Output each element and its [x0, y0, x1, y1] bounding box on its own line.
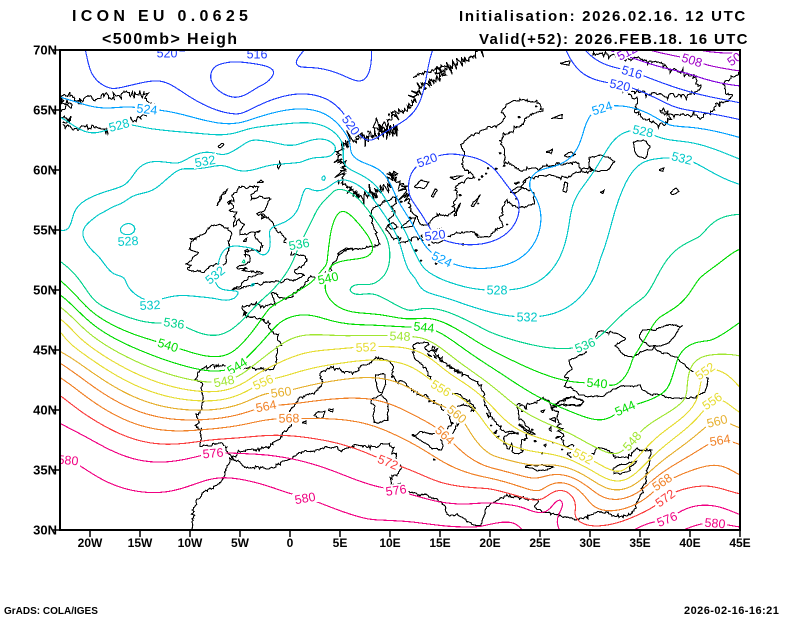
svg-text:528: 528	[107, 116, 131, 135]
svg-text:0: 0	[287, 536, 294, 550]
svg-text:65N: 65N	[33, 103, 57, 118]
svg-text:520: 520	[608, 76, 631, 94]
svg-text:45N: 45N	[33, 343, 57, 358]
svg-text:55N: 55N	[33, 223, 57, 238]
svg-text:532: 532	[517, 311, 538, 325]
svg-text:532: 532	[670, 149, 694, 168]
svg-text:20E: 20E	[479, 536, 500, 550]
svg-text:576: 576	[385, 482, 408, 499]
svg-text:40E: 40E	[679, 536, 700, 550]
svg-text:528: 528	[117, 234, 139, 249]
svg-text:532: 532	[194, 153, 217, 170]
svg-text:2026-02-16-16:21: 2026-02-16-16:21	[684, 605, 779, 617]
svg-text:548: 548	[389, 329, 410, 344]
svg-text:520: 520	[424, 227, 447, 244]
svg-text:40N: 40N	[33, 403, 57, 418]
svg-text:568: 568	[278, 411, 299, 425]
svg-text:528: 528	[487, 284, 508, 298]
svg-text:504: 504	[725, 46, 750, 69]
svg-text:35N: 35N	[33, 463, 57, 478]
svg-text:524: 524	[136, 101, 158, 117]
svg-text:516: 516	[620, 63, 644, 82]
svg-text:520: 520	[157, 47, 178, 61]
svg-text:25E: 25E	[529, 536, 550, 550]
svg-text:ICON EU 0.0625: ICON EU 0.0625	[72, 8, 252, 25]
svg-text:30E: 30E	[579, 536, 600, 550]
svg-text:560: 560	[705, 412, 729, 431]
svg-text:540: 540	[316, 269, 339, 287]
svg-text:15E: 15E	[429, 536, 450, 550]
svg-text:540: 540	[156, 336, 180, 355]
svg-text:10E: 10E	[379, 536, 400, 550]
svg-text:35E: 35E	[629, 536, 650, 550]
svg-text:520: 520	[415, 150, 439, 170]
svg-text:30N: 30N	[33, 523, 57, 538]
svg-text:580: 580	[294, 490, 317, 507]
svg-text:536: 536	[163, 315, 186, 332]
svg-text:60N: 60N	[33, 163, 57, 178]
svg-text:540: 540	[586, 376, 608, 392]
svg-text:45E: 45E	[729, 536, 750, 550]
svg-text:20W: 20W	[78, 536, 103, 550]
svg-text:580: 580	[57, 453, 79, 469]
svg-text:564: 564	[709, 432, 732, 449]
svg-text:516: 516	[247, 48, 268, 62]
svg-text:544: 544	[413, 319, 435, 335]
svg-text:5W: 5W	[231, 536, 250, 550]
svg-text:70N: 70N	[33, 43, 57, 58]
svg-text:552: 552	[355, 340, 377, 355]
svg-text:560: 560	[270, 384, 292, 400]
svg-text:15W: 15W	[128, 536, 153, 550]
svg-text:50N: 50N	[33, 283, 57, 298]
svg-text:GrADS: COLA/IGES: GrADS: COLA/IGES	[4, 606, 98, 617]
svg-text:524: 524	[590, 99, 614, 118]
svg-text:576: 576	[202, 446, 224, 462]
svg-text:548: 548	[213, 373, 236, 391]
svg-text:528: 528	[631, 122, 654, 140]
svg-text:Initialisation: 2026.02.16. 12: Initialisation: 2026.02.16. 12 UTC	[459, 8, 747, 25]
svg-text:580: 580	[704, 516, 726, 532]
svg-text:536: 536	[288, 236, 311, 253]
svg-text:5E: 5E	[333, 536, 348, 550]
svg-text:<500mb> Heigh: <500mb> Heigh	[102, 31, 238, 48]
svg-text:Valid(+52): 2026.FEB.18. 16 UT: Valid(+52): 2026.FEB.18. 16 UTC	[479, 31, 749, 48]
svg-text:532: 532	[139, 298, 161, 313]
svg-text:10W: 10W	[178, 536, 203, 550]
svg-text:564: 564	[255, 398, 278, 416]
svg-text:508: 508	[680, 51, 704, 70]
